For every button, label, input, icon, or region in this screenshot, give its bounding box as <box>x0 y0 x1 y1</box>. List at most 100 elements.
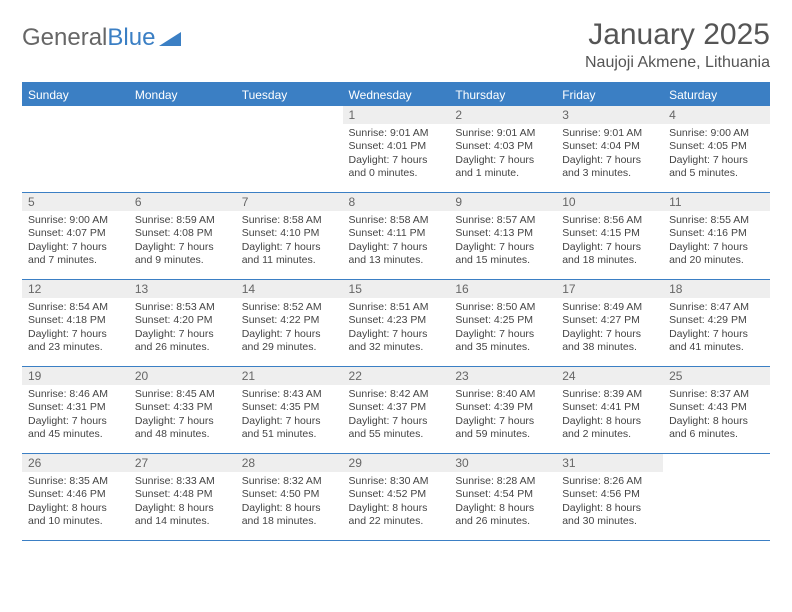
day-details: Sunrise: 8:35 AMSunset: 4:46 PMDaylight:… <box>22 472 129 532</box>
day-number: 1 <box>343 106 450 124</box>
day-number: 21 <box>236 367 343 385</box>
calendar-week-row: 5Sunrise: 9:00 AMSunset: 4:07 PMDaylight… <box>22 193 770 280</box>
calendar-day-cell: 15Sunrise: 8:51 AMSunset: 4:23 PMDayligh… <box>343 280 450 367</box>
day-details: Sunrise: 8:49 AMSunset: 4:27 PMDaylight:… <box>556 298 663 358</box>
day-number: 6 <box>129 193 236 211</box>
calendar-day-cell: 20Sunrise: 8:45 AMSunset: 4:33 PMDayligh… <box>129 367 236 454</box>
calendar-day-cell: 22Sunrise: 8:42 AMSunset: 4:37 PMDayligh… <box>343 367 450 454</box>
day-number: 13 <box>129 280 236 298</box>
day-number: 23 <box>449 367 556 385</box>
calendar-day-header: Monday <box>129 83 236 106</box>
day-details: Sunrise: 8:30 AMSunset: 4:52 PMDaylight:… <box>343 472 450 532</box>
logo-triangle-icon <box>159 30 181 46</box>
calendar-day-header: Saturday <box>663 83 770 106</box>
calendar-table: SundayMondayTuesdayWednesdayThursdayFrid… <box>22 82 770 541</box>
day-details: Sunrise: 8:59 AMSunset: 4:08 PMDaylight:… <box>129 211 236 271</box>
day-number: 19 <box>22 367 129 385</box>
calendar-day-cell: 27Sunrise: 8:33 AMSunset: 4:48 PMDayligh… <box>129 454 236 541</box>
calendar-day-header: Sunday <box>22 83 129 106</box>
calendar-week-row: 19Sunrise: 8:46 AMSunset: 4:31 PMDayligh… <box>22 367 770 454</box>
day-details: Sunrise: 9:01 AMSunset: 4:04 PMDaylight:… <box>556 124 663 184</box>
day-number: 26 <box>22 454 129 472</box>
calendar-day-cell <box>663 454 770 541</box>
calendar-day-cell: 3Sunrise: 9:01 AMSunset: 4:04 PMDaylight… <box>556 106 663 193</box>
calendar-day-cell: 4Sunrise: 9:00 AMSunset: 4:05 PMDaylight… <box>663 106 770 193</box>
calendar-day-header: Thursday <box>449 83 556 106</box>
day-number: 10 <box>556 193 663 211</box>
day-details: Sunrise: 9:01 AMSunset: 4:03 PMDaylight:… <box>449 124 556 184</box>
day-number: 12 <box>22 280 129 298</box>
day-details: Sunrise: 8:28 AMSunset: 4:54 PMDaylight:… <box>449 472 556 532</box>
day-details: Sunrise: 8:52 AMSunset: 4:22 PMDaylight:… <box>236 298 343 358</box>
day-number: 4 <box>663 106 770 124</box>
calendar-day-cell: 26Sunrise: 8:35 AMSunset: 4:46 PMDayligh… <box>22 454 129 541</box>
day-number: 29 <box>343 454 450 472</box>
calendar-day-header: Wednesday <box>343 83 450 106</box>
day-details: Sunrise: 8:26 AMSunset: 4:56 PMDaylight:… <box>556 472 663 532</box>
calendar-body: 1Sunrise: 9:01 AMSunset: 4:01 PMDaylight… <box>22 106 770 541</box>
day-number: 22 <box>343 367 450 385</box>
day-details: Sunrise: 8:56 AMSunset: 4:15 PMDaylight:… <box>556 211 663 271</box>
calendar-day-cell: 5Sunrise: 9:00 AMSunset: 4:07 PMDaylight… <box>22 193 129 280</box>
day-number: 11 <box>663 193 770 211</box>
day-details: Sunrise: 8:39 AMSunset: 4:41 PMDaylight:… <box>556 385 663 445</box>
brand-part1: General <box>22 24 107 52</box>
day-details: Sunrise: 8:37 AMSunset: 4:43 PMDaylight:… <box>663 385 770 445</box>
calendar-day-cell: 13Sunrise: 8:53 AMSunset: 4:20 PMDayligh… <box>129 280 236 367</box>
day-number: 27 <box>129 454 236 472</box>
calendar-day-cell: 14Sunrise: 8:52 AMSunset: 4:22 PMDayligh… <box>236 280 343 367</box>
calendar-day-cell: 12Sunrise: 8:54 AMSunset: 4:18 PMDayligh… <box>22 280 129 367</box>
brand-logo: GeneralBlue <box>22 18 181 52</box>
calendar-day-cell: 25Sunrise: 8:37 AMSunset: 4:43 PMDayligh… <box>663 367 770 454</box>
day-details: Sunrise: 8:55 AMSunset: 4:16 PMDaylight:… <box>663 211 770 271</box>
calendar-day-cell <box>236 106 343 193</box>
day-details: Sunrise: 8:43 AMSunset: 4:35 PMDaylight:… <box>236 385 343 445</box>
day-details: Sunrise: 8:40 AMSunset: 4:39 PMDaylight:… <box>449 385 556 445</box>
day-number: 3 <box>556 106 663 124</box>
day-details: Sunrise: 8:58 AMSunset: 4:11 PMDaylight:… <box>343 211 450 271</box>
month-title: January 2025 <box>585 18 770 52</box>
day-details: Sunrise: 8:32 AMSunset: 4:50 PMDaylight:… <box>236 472 343 532</box>
calendar-day-cell: 8Sunrise: 8:58 AMSunset: 4:11 PMDaylight… <box>343 193 450 280</box>
calendar-day-cell <box>129 106 236 193</box>
day-number: 28 <box>236 454 343 472</box>
day-number: 2 <box>449 106 556 124</box>
calendar-day-cell: 24Sunrise: 8:39 AMSunset: 4:41 PMDayligh… <box>556 367 663 454</box>
calendar-week-row: 1Sunrise: 9:01 AMSunset: 4:01 PMDaylight… <box>22 106 770 193</box>
day-number: 20 <box>129 367 236 385</box>
day-number: 14 <box>236 280 343 298</box>
calendar-day-cell: 2Sunrise: 9:01 AMSunset: 4:03 PMDaylight… <box>449 106 556 193</box>
day-details: Sunrise: 8:50 AMSunset: 4:25 PMDaylight:… <box>449 298 556 358</box>
calendar-header-row: SundayMondayTuesdayWednesdayThursdayFrid… <box>22 83 770 106</box>
day-number: 24 <box>556 367 663 385</box>
calendar-week-row: 12Sunrise: 8:54 AMSunset: 4:18 PMDayligh… <box>22 280 770 367</box>
day-number: 15 <box>343 280 450 298</box>
day-details: Sunrise: 9:00 AMSunset: 4:07 PMDaylight:… <box>22 211 129 271</box>
day-details: Sunrise: 8:57 AMSunset: 4:13 PMDaylight:… <box>449 211 556 271</box>
calendar-week-row: 26Sunrise: 8:35 AMSunset: 4:46 PMDayligh… <box>22 454 770 541</box>
calendar-day-cell: 16Sunrise: 8:50 AMSunset: 4:25 PMDayligh… <box>449 280 556 367</box>
calendar-day-cell: 28Sunrise: 8:32 AMSunset: 4:50 PMDayligh… <box>236 454 343 541</box>
location-text: Naujoji Akmene, Lithuania <box>585 54 770 72</box>
calendar-day-cell: 23Sunrise: 8:40 AMSunset: 4:39 PMDayligh… <box>449 367 556 454</box>
calendar-day-cell <box>22 106 129 193</box>
calendar-day-cell: 1Sunrise: 9:01 AMSunset: 4:01 PMDaylight… <box>343 106 450 193</box>
day-number: 16 <box>449 280 556 298</box>
calendar-day-cell: 30Sunrise: 8:28 AMSunset: 4:54 PMDayligh… <box>449 454 556 541</box>
day-details: Sunrise: 9:01 AMSunset: 4:01 PMDaylight:… <box>343 124 450 184</box>
day-details: Sunrise: 8:42 AMSunset: 4:37 PMDaylight:… <box>343 385 450 445</box>
calendar-day-cell: 17Sunrise: 8:49 AMSunset: 4:27 PMDayligh… <box>556 280 663 367</box>
day-number: 8 <box>343 193 450 211</box>
brand-part2: Blue <box>107 24 155 52</box>
calendar-day-cell: 29Sunrise: 8:30 AMSunset: 4:52 PMDayligh… <box>343 454 450 541</box>
header: GeneralBlue January 2025 Naujoji Akmene,… <box>22 18 770 72</box>
day-details: Sunrise: 8:47 AMSunset: 4:29 PMDaylight:… <box>663 298 770 358</box>
day-details: Sunrise: 8:51 AMSunset: 4:23 PMDaylight:… <box>343 298 450 358</box>
calendar-day-cell: 18Sunrise: 8:47 AMSunset: 4:29 PMDayligh… <box>663 280 770 367</box>
calendar-day-cell: 6Sunrise: 8:59 AMSunset: 4:08 PMDaylight… <box>129 193 236 280</box>
day-number: 30 <box>449 454 556 472</box>
day-number: 9 <box>449 193 556 211</box>
day-number: 25 <box>663 367 770 385</box>
calendar-day-cell: 11Sunrise: 8:55 AMSunset: 4:16 PMDayligh… <box>663 193 770 280</box>
calendar-day-cell: 31Sunrise: 8:26 AMSunset: 4:56 PMDayligh… <box>556 454 663 541</box>
